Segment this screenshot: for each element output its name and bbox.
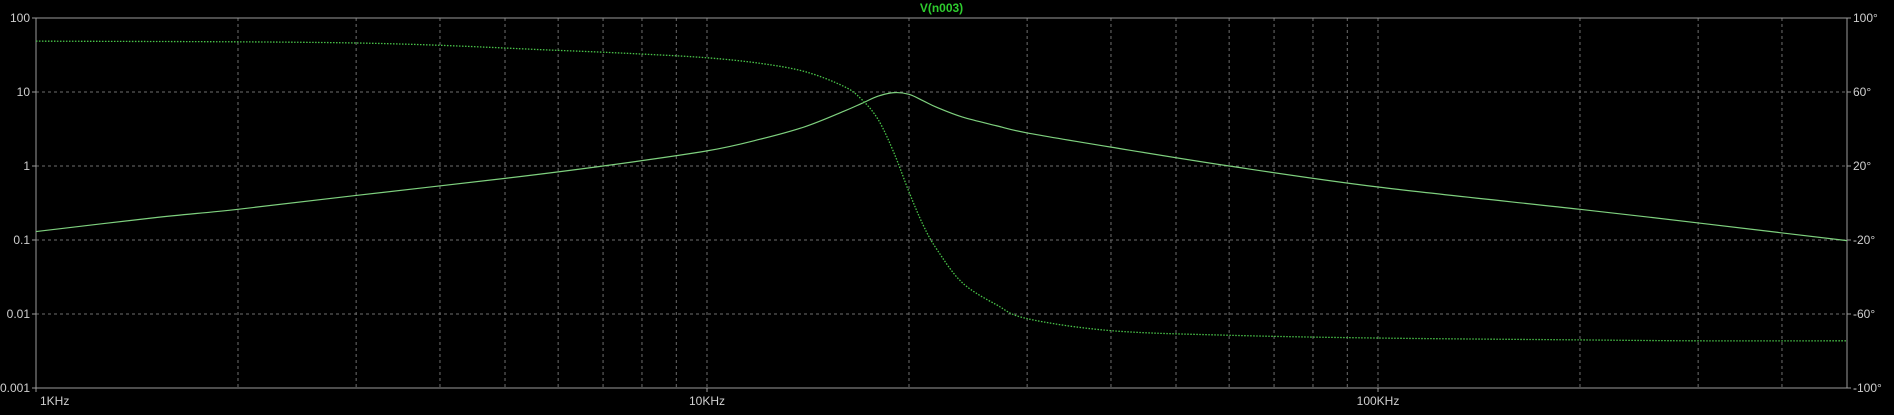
data-layer xyxy=(35,40,1848,342)
x-tick-label: 10KHz xyxy=(689,394,725,408)
y-left-tick-label: 10 xyxy=(17,85,31,99)
plot-frame xyxy=(35,17,1848,389)
y-left-tick-label: 1 xyxy=(23,159,30,173)
chart-title: V(n003) xyxy=(920,1,963,15)
x-tick-label: 1KHz xyxy=(40,394,69,408)
y-right-tick-label: 60° xyxy=(1853,85,1871,99)
magnitude-series-line xyxy=(35,91,1848,242)
y-left-tick-label: 0.01 xyxy=(7,307,31,321)
grid-layer xyxy=(36,18,1847,388)
y-left-tick-label: 100 xyxy=(10,11,30,25)
y-left-tick-label: 0.1 xyxy=(13,233,30,247)
y-right-tick-label: -20° xyxy=(1853,233,1875,247)
y-right-tick-label: 100° xyxy=(1853,11,1878,25)
y-left-tick-label: 0.001 xyxy=(0,381,30,395)
x-tick-label: 100KHz xyxy=(1357,394,1400,408)
y-right-tick-label: -60° xyxy=(1853,307,1875,321)
label-layer: V(n003) 100 10 1 0.1 0.01 0.001 100° 60° 20° -20°… xyxy=(0,1,1882,408)
phase-series-line xyxy=(35,40,1848,342)
y-right-tick-label: -100° xyxy=(1853,381,1882,395)
y-right-tick-label: 20° xyxy=(1853,159,1871,173)
